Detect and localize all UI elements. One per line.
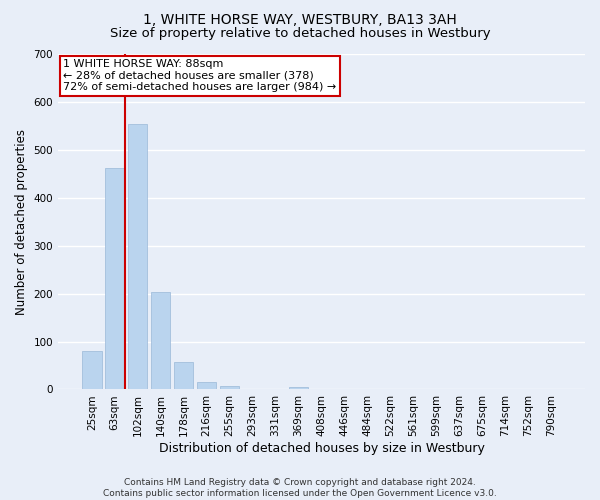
Y-axis label: Number of detached properties: Number of detached properties — [15, 128, 28, 314]
Text: Contains HM Land Registry data © Crown copyright and database right 2024.
Contai: Contains HM Land Registry data © Crown c… — [103, 478, 497, 498]
Text: 1, WHITE HORSE WAY, WESTBURY, BA13 3AH: 1, WHITE HORSE WAY, WESTBURY, BA13 3AH — [143, 12, 457, 26]
X-axis label: Distribution of detached houses by size in Westbury: Distribution of detached houses by size … — [158, 442, 484, 455]
Text: Size of property relative to detached houses in Westbury: Size of property relative to detached ho… — [110, 28, 490, 40]
Bar — [105, 168, 125, 390]
Bar — [174, 362, 193, 390]
Bar — [289, 387, 308, 390]
Bar — [220, 386, 239, 390]
Bar — [151, 292, 170, 390]
Bar — [82, 351, 101, 390]
Bar — [128, 124, 148, 390]
Bar — [197, 382, 217, 390]
Text: 1 WHITE HORSE WAY: 88sqm
← 28% of detached houses are smaller (378)
72% of semi-: 1 WHITE HORSE WAY: 88sqm ← 28% of detach… — [64, 59, 337, 92]
